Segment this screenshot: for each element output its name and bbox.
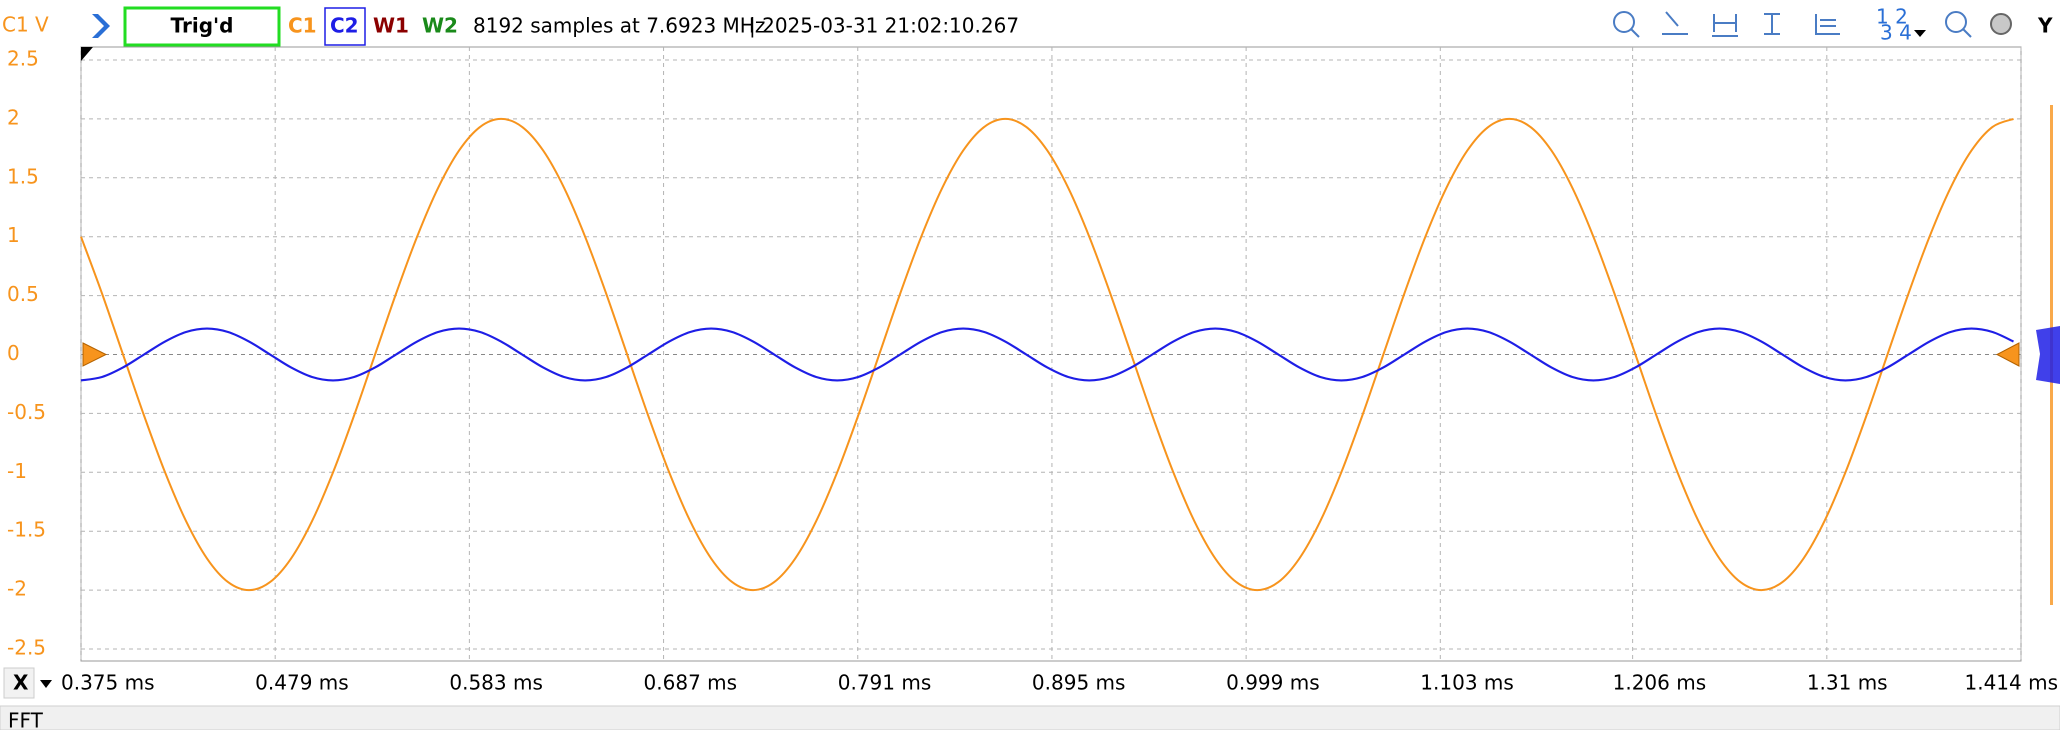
y-tick-label: -2: [7, 577, 27, 601]
channel-c2-box[interactable]: [324, 7, 366, 46]
x-button-box[interactable]: [3, 667, 35, 699]
fft-panel[interactable]: [0, 705, 2060, 730]
x-tick-label: 1.414 ms: [1964, 671, 2058, 695]
timestamp: | 2025-03-31 21:02:10.267: [749, 14, 1019, 38]
trigger-level-marker[interactable]: [1995, 342, 2020, 367]
trace-c1: [80, 117, 2014, 592]
channel-c1[interactable]: C1: [288, 14, 317, 38]
x-tick-labels: 0.375 ms 0.479 ms 0.583 ms 0.687 ms 0.791 ms…: [61, 671, 2058, 695]
y-tick-label: 1: [7, 223, 20, 247]
y-tick-label: 2: [7, 105, 20, 129]
x-tick-label: 0.479 ms: [255, 671, 349, 695]
y-button[interactable]: Y: [2037, 14, 2053, 38]
y-tick-label: -0.5: [7, 400, 46, 424]
y-axis-label: C1 V: [2, 13, 49, 37]
x-tick-label: 0.791 ms: [838, 671, 932, 695]
y-tick-label: -2.5: [7, 636, 46, 660]
x-tick-label: 0.375 ms: [61, 671, 155, 695]
grid: [80, 47, 2022, 661]
x-button[interactable]: X: [13, 671, 29, 695]
icon-digits-bottom: 3 4: [1880, 21, 1912, 45]
channel-w1[interactable]: W1: [373, 14, 409, 38]
traces: [80, 117, 2014, 592]
x-tick-label: 0.895 ms: [1032, 671, 1126, 695]
toolbar-icons[interactable]: 1 2 3 4: [1613, 5, 2012, 45]
x-axis-bar: [0, 662, 2060, 706]
y-tick-label: 0: [7, 341, 20, 365]
y-tick-label: -1.5: [7, 518, 46, 542]
trace-c2: [80, 327, 2014, 382]
x-dropdown[interactable]: [40, 680, 52, 688]
trigger-position-marker[interactable]: [81, 47, 93, 61]
y-tick-label: -1: [7, 459, 27, 483]
y-tick-label: 0.5: [7, 282, 39, 306]
channel-w2[interactable]: W2: [422, 14, 458, 38]
y-tick-label: 2.5: [7, 47, 39, 71]
x-tick-label: 0.999 ms: [1226, 671, 1320, 695]
c2-histogram: [2036, 326, 2060, 384]
y-tick-label: 1.5: [7, 164, 39, 188]
trigger-status-box[interactable]: [123, 6, 281, 47]
offset-marker-left[interactable]: [82, 342, 108, 367]
run-arrow[interactable]: [92, 14, 110, 38]
x-tick-label: 1.206 ms: [1613, 671, 1707, 695]
x-tick-label: 1.103 ms: [1420, 671, 1514, 695]
channel-c2[interactable]: C2: [330, 14, 359, 38]
x-tick-label: 0.583 ms: [449, 671, 543, 695]
fft-label: FFT: [8, 709, 44, 730]
x-tick-label: 1.31 ms: [1807, 671, 1888, 695]
icon-digits-top: 1 2: [1876, 5, 1908, 29]
acquisition-info: 8192 samples at 7.6923 MHz: [473, 14, 765, 38]
x-tick-label: 0.687 ms: [644, 671, 738, 695]
trigger-status: Trig'd: [171, 14, 234, 38]
